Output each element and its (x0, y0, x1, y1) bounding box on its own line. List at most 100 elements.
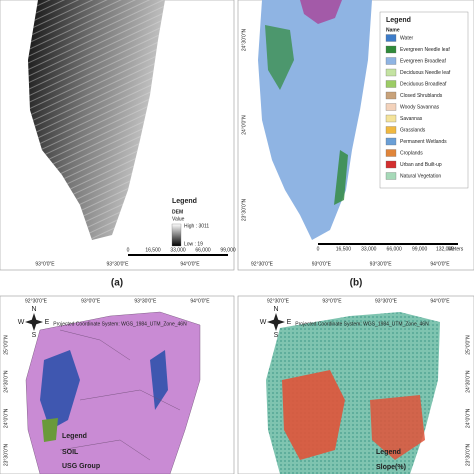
legend-label: Savannas (400, 116, 423, 122)
lon-label: 94°0'0"E (430, 298, 450, 304)
legend-field: USG Group (62, 463, 100, 470)
lon-label: 92°30'0"E (251, 261, 274, 267)
terrain-texture (28, 0, 165, 240)
scale-bar (128, 254, 228, 256)
legend-layer: DEM (172, 209, 183, 215)
lon-label: 94°0'0"E (190, 298, 210, 304)
lon-label: 93°0'0"E (35, 261, 55, 267)
scale-labels: 0 16,500 33,000 66,000 99,000 (127, 247, 236, 253)
caption: (b) (350, 278, 363, 289)
landcover-patch (265, 25, 294, 90)
compass-label: E (287, 319, 292, 326)
legend-title: Legend (172, 198, 197, 205)
legend-swatch (385, 103, 397, 111)
compass: N E SW (18, 306, 50, 339)
scale-label: 16,500 (145, 247, 161, 253)
legend-ramp (171, 223, 182, 247)
scale-label: 66,000 (387, 246, 403, 252)
lon-label: 93°30'0"E (375, 298, 398, 304)
legend-swatch (385, 126, 397, 134)
legend-layer: SOIL (62, 449, 79, 456)
scale-label: 33,000 (361, 246, 377, 252)
panel-c: N E SW Projected Coordinate System: WGS_19… (0, 295, 235, 474)
legend-high: High : 3011 (184, 223, 209, 229)
panel-d: N E SW Projected Coordinate System: WGS_19… (237, 295, 474, 474)
scale-bar (318, 243, 458, 245)
landcover-patch (334, 150, 348, 205)
legend-label: Croplands (400, 150, 423, 156)
scale-label: 33,000 (170, 247, 186, 253)
legend-label: Evergreen Needle leaf (400, 47, 450, 53)
legend-title: Legend (386, 17, 411, 24)
lon-label: 92°30'0"E (25, 298, 48, 304)
legend: Legend Name Water Evergreen Needle leaf Ev… (379, 11, 469, 189)
compass-label: E (45, 319, 50, 326)
legend-label: Evergreen Broadleaf (400, 58, 446, 64)
lat-label: 23°30'0"N (3, 443, 9, 466)
compass-arrow (267, 313, 285, 331)
lon-label: 93°30'0"E (107, 261, 130, 267)
legend-label: Grasslands (400, 127, 426, 133)
projection: Projected Coordinate System: WGS_1984_UT… (295, 321, 429, 327)
compass-label: W (260, 319, 267, 326)
slope-patch (370, 395, 425, 460)
compass-label: S (32, 332, 37, 339)
projection: Projected Coordinate System: WGS_1984_UT… (53, 321, 187, 327)
lat-label: 23°30'0"N (241, 198, 247, 221)
compass-label: S (274, 332, 279, 339)
legend-swatch (385, 149, 397, 157)
slope-patch (282, 370, 345, 460)
compass-label: N (273, 306, 278, 313)
legend-field: Name (386, 27, 400, 33)
lat-label: 25°0'0"N (465, 335, 471, 355)
legend-label: Deciduous Needle leaf (400, 70, 451, 76)
lat-label: 24°30'0"N (465, 370, 471, 393)
lat-labels: 25°0'0"N 24°30'0"N 24°0'0"N 23°30'0"N (3, 335, 9, 466)
legend-layer: Slope(%) (376, 464, 406, 471)
compass-label: N (31, 306, 36, 313)
legend-label: Woody Savannas (400, 104, 440, 110)
lat-labels: 24°30'0"N 24°0'0"N 23°30'0"N (241, 28, 247, 221)
lat-label: 24°0'0"N (465, 408, 471, 428)
panel-a: Legend DEM Value High : 3011 Low : 19 0 1… (0, 0, 236, 289)
lon-label: 93°30'0"E (134, 298, 157, 304)
legend-label: Urban and Built-up (400, 162, 442, 168)
soil-boundaries (59, 329, 181, 461)
legend-swatch (385, 137, 397, 146)
legend-swatch (385, 160, 397, 169)
lon-label: 93°30'0"E (370, 261, 393, 267)
lon-labels: 92°30'0"E 93°0'0"E 93°30'0"E 94°0'0"E (267, 298, 450, 304)
legend-swatch (385, 34, 397, 42)
legend-swatch (385, 68, 397, 77)
scale-label: 16,500 (336, 246, 352, 252)
scale-label: 99,000 (412, 246, 428, 252)
scale-label: 0 (127, 247, 130, 253)
caption: (a) (111, 278, 123, 289)
legend-label: Closed Shrublands (400, 93, 443, 99)
legend-swatch (385, 114, 397, 123)
lat-label: 24°30'0"N (3, 370, 9, 393)
lat-label: 25°0'0"N (3, 335, 9, 355)
legend-label: Water (400, 35, 413, 41)
soil-patch (40, 350, 80, 430)
panel-b: Legend Name Water Evergreen Needle leaf Ev… (237, 0, 474, 289)
lon-label: 93°0'0"E (312, 261, 332, 267)
legend-low: Low : 19 (184, 241, 203, 247)
lat-label: 24°0'0"N (241, 115, 247, 135)
lon-label: 92°30'0"E (267, 298, 290, 304)
compass-arrow (25, 313, 43, 331)
scale-label: 0 (317, 246, 320, 252)
scale-label: 66,000 (195, 247, 211, 253)
legend-label: Natural Vegetation (400, 173, 441, 179)
legend-label: Deciduous Broadleaf (400, 81, 447, 87)
scale-label: 132,000 (436, 246, 454, 252)
lon-label: 94°0'0"E (430, 261, 450, 267)
compass: N E SW (260, 306, 292, 339)
lon-label: 94°0'0"E (180, 261, 200, 267)
lon-label: 93°0'0"E (322, 298, 342, 304)
legend-title: Legend (62, 433, 87, 440)
landcover-patch (300, 0, 342, 24)
lon-labels: 92°30'0"E 93°0'0"E 93°30'0"E 94°0'0"E (251, 261, 450, 267)
